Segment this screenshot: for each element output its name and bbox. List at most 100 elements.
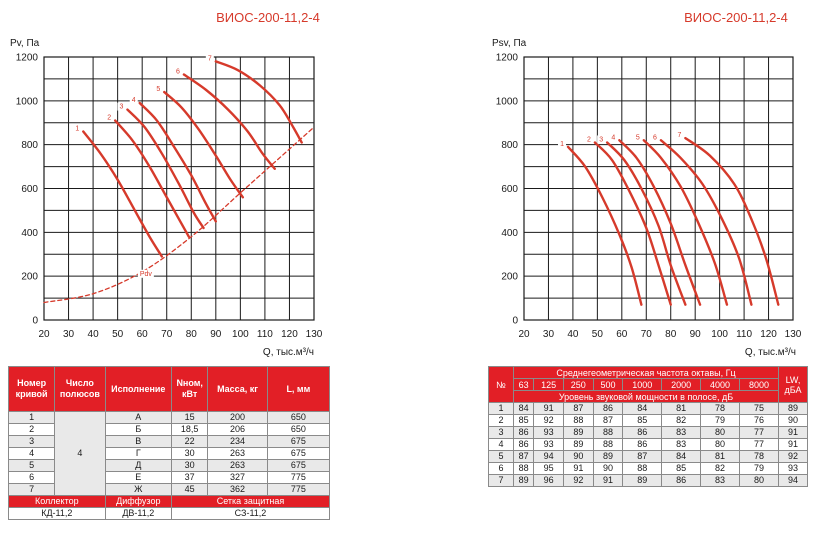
- specs-cell-mass: 234: [207, 435, 268, 448]
- noise-cell-level: 86: [622, 438, 663, 451]
- x-tick-label: 20: [38, 329, 50, 340]
- curve-label-bg: [129, 96, 138, 105]
- curve-label-bg: [173, 67, 182, 76]
- noise-cell-level: 87: [592, 414, 624, 427]
- noise-cell-level: 85: [661, 462, 702, 475]
- curve-7: [214, 60, 303, 144]
- noise-cell-level: 82: [700, 462, 740, 475]
- noise-cell-number: 6: [488, 462, 514, 475]
- noise-cell-number: 3: [488, 426, 514, 439]
- noise-cell-level: 80: [700, 426, 740, 439]
- x-tick-label: 30: [63, 329, 75, 340]
- noise-header-row-3: Уровень звуковой мощности в полосе, дБ: [489, 390, 808, 403]
- accessory-grid-value: СЗ-11,2: [170, 507, 331, 520]
- noise-row: 5 87 94 90 89 87 84 81 78 92: [488, 450, 808, 463]
- noise-cell-level: 95: [533, 462, 564, 475]
- noise-cell-lw: 89: [778, 402, 808, 415]
- header-freq-value: 500: [592, 378, 624, 391]
- specs-cell-version: Е: [104, 471, 172, 484]
- accessory-collector-label: Коллектор: [8, 495, 106, 508]
- noise-cell-level: 88: [622, 462, 663, 475]
- specs-cell-power: 30: [170, 447, 209, 460]
- noise-cell-level: 87: [622, 450, 663, 463]
- noise-row: 2 85 92 88 87 85 82 79 76 90: [488, 414, 808, 427]
- y-tick-label: 400: [501, 228, 518, 239]
- x-tick-label: 80: [665, 329, 677, 340]
- header-length: L, мм: [266, 366, 331, 412]
- noise-cell-level: 87: [563, 402, 594, 415]
- curve-pdv: [43, 126, 315, 304]
- x-tick-label: 100: [711, 329, 728, 340]
- noise-cell-level: 76: [738, 414, 780, 427]
- specs-cell-power: 22: [170, 435, 209, 448]
- noise-header-row-1: № Среднегеометрическая частота октавы, Г…: [488, 366, 808, 403]
- curve-label-bg: [205, 54, 214, 63]
- header-freq-value: 4000: [700, 378, 740, 391]
- specs-cell-power: 18,5: [170, 423, 209, 436]
- specs-cell-power: 45: [170, 483, 209, 496]
- specs-row: 3 В 22 234 675: [7, 435, 331, 448]
- y-tick-label: 600: [501, 184, 518, 195]
- noise-cell-level: 82: [661, 414, 702, 427]
- noise-cell-level: 92: [533, 414, 564, 427]
- specs-row: 6 Е 37 327 775: [7, 471, 331, 484]
- specs-header-row: Номер кривой Число полюсов Исполнение Nн…: [7, 366, 331, 412]
- noise-cell-level: 92: [563, 474, 594, 487]
- accessories-header-row: Коллектор Диффузор Сетка защитная: [8, 495, 331, 508]
- curve-2: [593, 141, 672, 306]
- curve-4: [618, 139, 702, 306]
- specs-cell-number: 4: [7, 447, 56, 460]
- noise-cell-level: 86: [512, 438, 535, 451]
- header-poles: Число полюсов: [54, 366, 106, 412]
- specs-row: 4 Г 30 263 675: [7, 447, 331, 460]
- noise-cell-level: 75: [738, 402, 780, 415]
- noise-cell-number: 4: [488, 438, 514, 451]
- noise-cell-level: 87: [512, 450, 535, 463]
- curve-label-bg: [633, 133, 642, 142]
- x-tick-label: 20: [518, 329, 530, 340]
- accessory-diffuser-label: Диффузор: [104, 495, 172, 508]
- curve-label: 4: [132, 97, 136, 104]
- header-mass: Масса, кг: [207, 366, 268, 412]
- chart-right: ВИОС-200-11,2-420 30 40 50 60 70 80 90 100 110 120…: [492, 10, 802, 358]
- noise-cell-level: 86: [592, 402, 624, 415]
- noise-cell-level: 94: [533, 450, 564, 463]
- header-freq-value: 8000: [738, 378, 780, 391]
- curve-5: [163, 90, 245, 199]
- x-tick-label: 120: [760, 329, 777, 340]
- specs-cell-number: 2: [7, 423, 56, 436]
- x-axis-title: Q, тыс.м³/ч: [263, 347, 314, 358]
- specs-row: 5 Д 30 263 675: [7, 459, 331, 472]
- curve-label-bg: [597, 135, 606, 144]
- curve-label: Pdv: [140, 271, 153, 278]
- curve-label: 7: [208, 55, 212, 62]
- accessories-values-row: КД-11,2 ДВ-11,2 СЗ-11,2: [8, 507, 331, 520]
- x-axis-title: Q, тыс.м³/ч: [745, 347, 796, 358]
- noise-cell-number: 2: [488, 414, 514, 427]
- curve-label: 7: [677, 132, 681, 139]
- noise-cell-lw: 90: [778, 414, 808, 427]
- specs-cell-number: 5: [7, 459, 56, 472]
- noise-cell-lw: 91: [778, 426, 808, 439]
- specs-table: Номер кривой Число полюсов Исполнение Nн…: [7, 366, 331, 520]
- noise-cell-level: 90: [563, 450, 594, 463]
- y-tick-label: 0: [32, 316, 38, 327]
- specs-cell-version: А: [104, 411, 172, 424]
- header-freq-value: 125: [533, 378, 564, 391]
- noise-cell-lw: 93: [778, 462, 808, 475]
- specs-cell-length: 650: [266, 423, 331, 436]
- specs-cell-number: 3: [7, 435, 56, 448]
- x-tick-label: 110: [257, 329, 273, 340]
- y-tick-label: 1200: [496, 53, 519, 64]
- specs-cell-mass: 263: [207, 459, 268, 472]
- specs-cell-length: 775: [266, 483, 331, 496]
- noise-cell-lw: 91: [778, 438, 808, 451]
- x-tick-label: 40: [88, 329, 100, 340]
- curve-2: [113, 119, 191, 238]
- noise-cell-level: 78: [700, 402, 740, 415]
- noise-cell-level: 96: [533, 474, 564, 487]
- curve-label-bg: [675, 131, 684, 140]
- noise-header-freqs: 63 125 250 500 1000 2000 4000 8000: [489, 378, 808, 391]
- noise-cell-level: 89: [622, 474, 663, 487]
- x-tick-label: 50: [112, 329, 124, 340]
